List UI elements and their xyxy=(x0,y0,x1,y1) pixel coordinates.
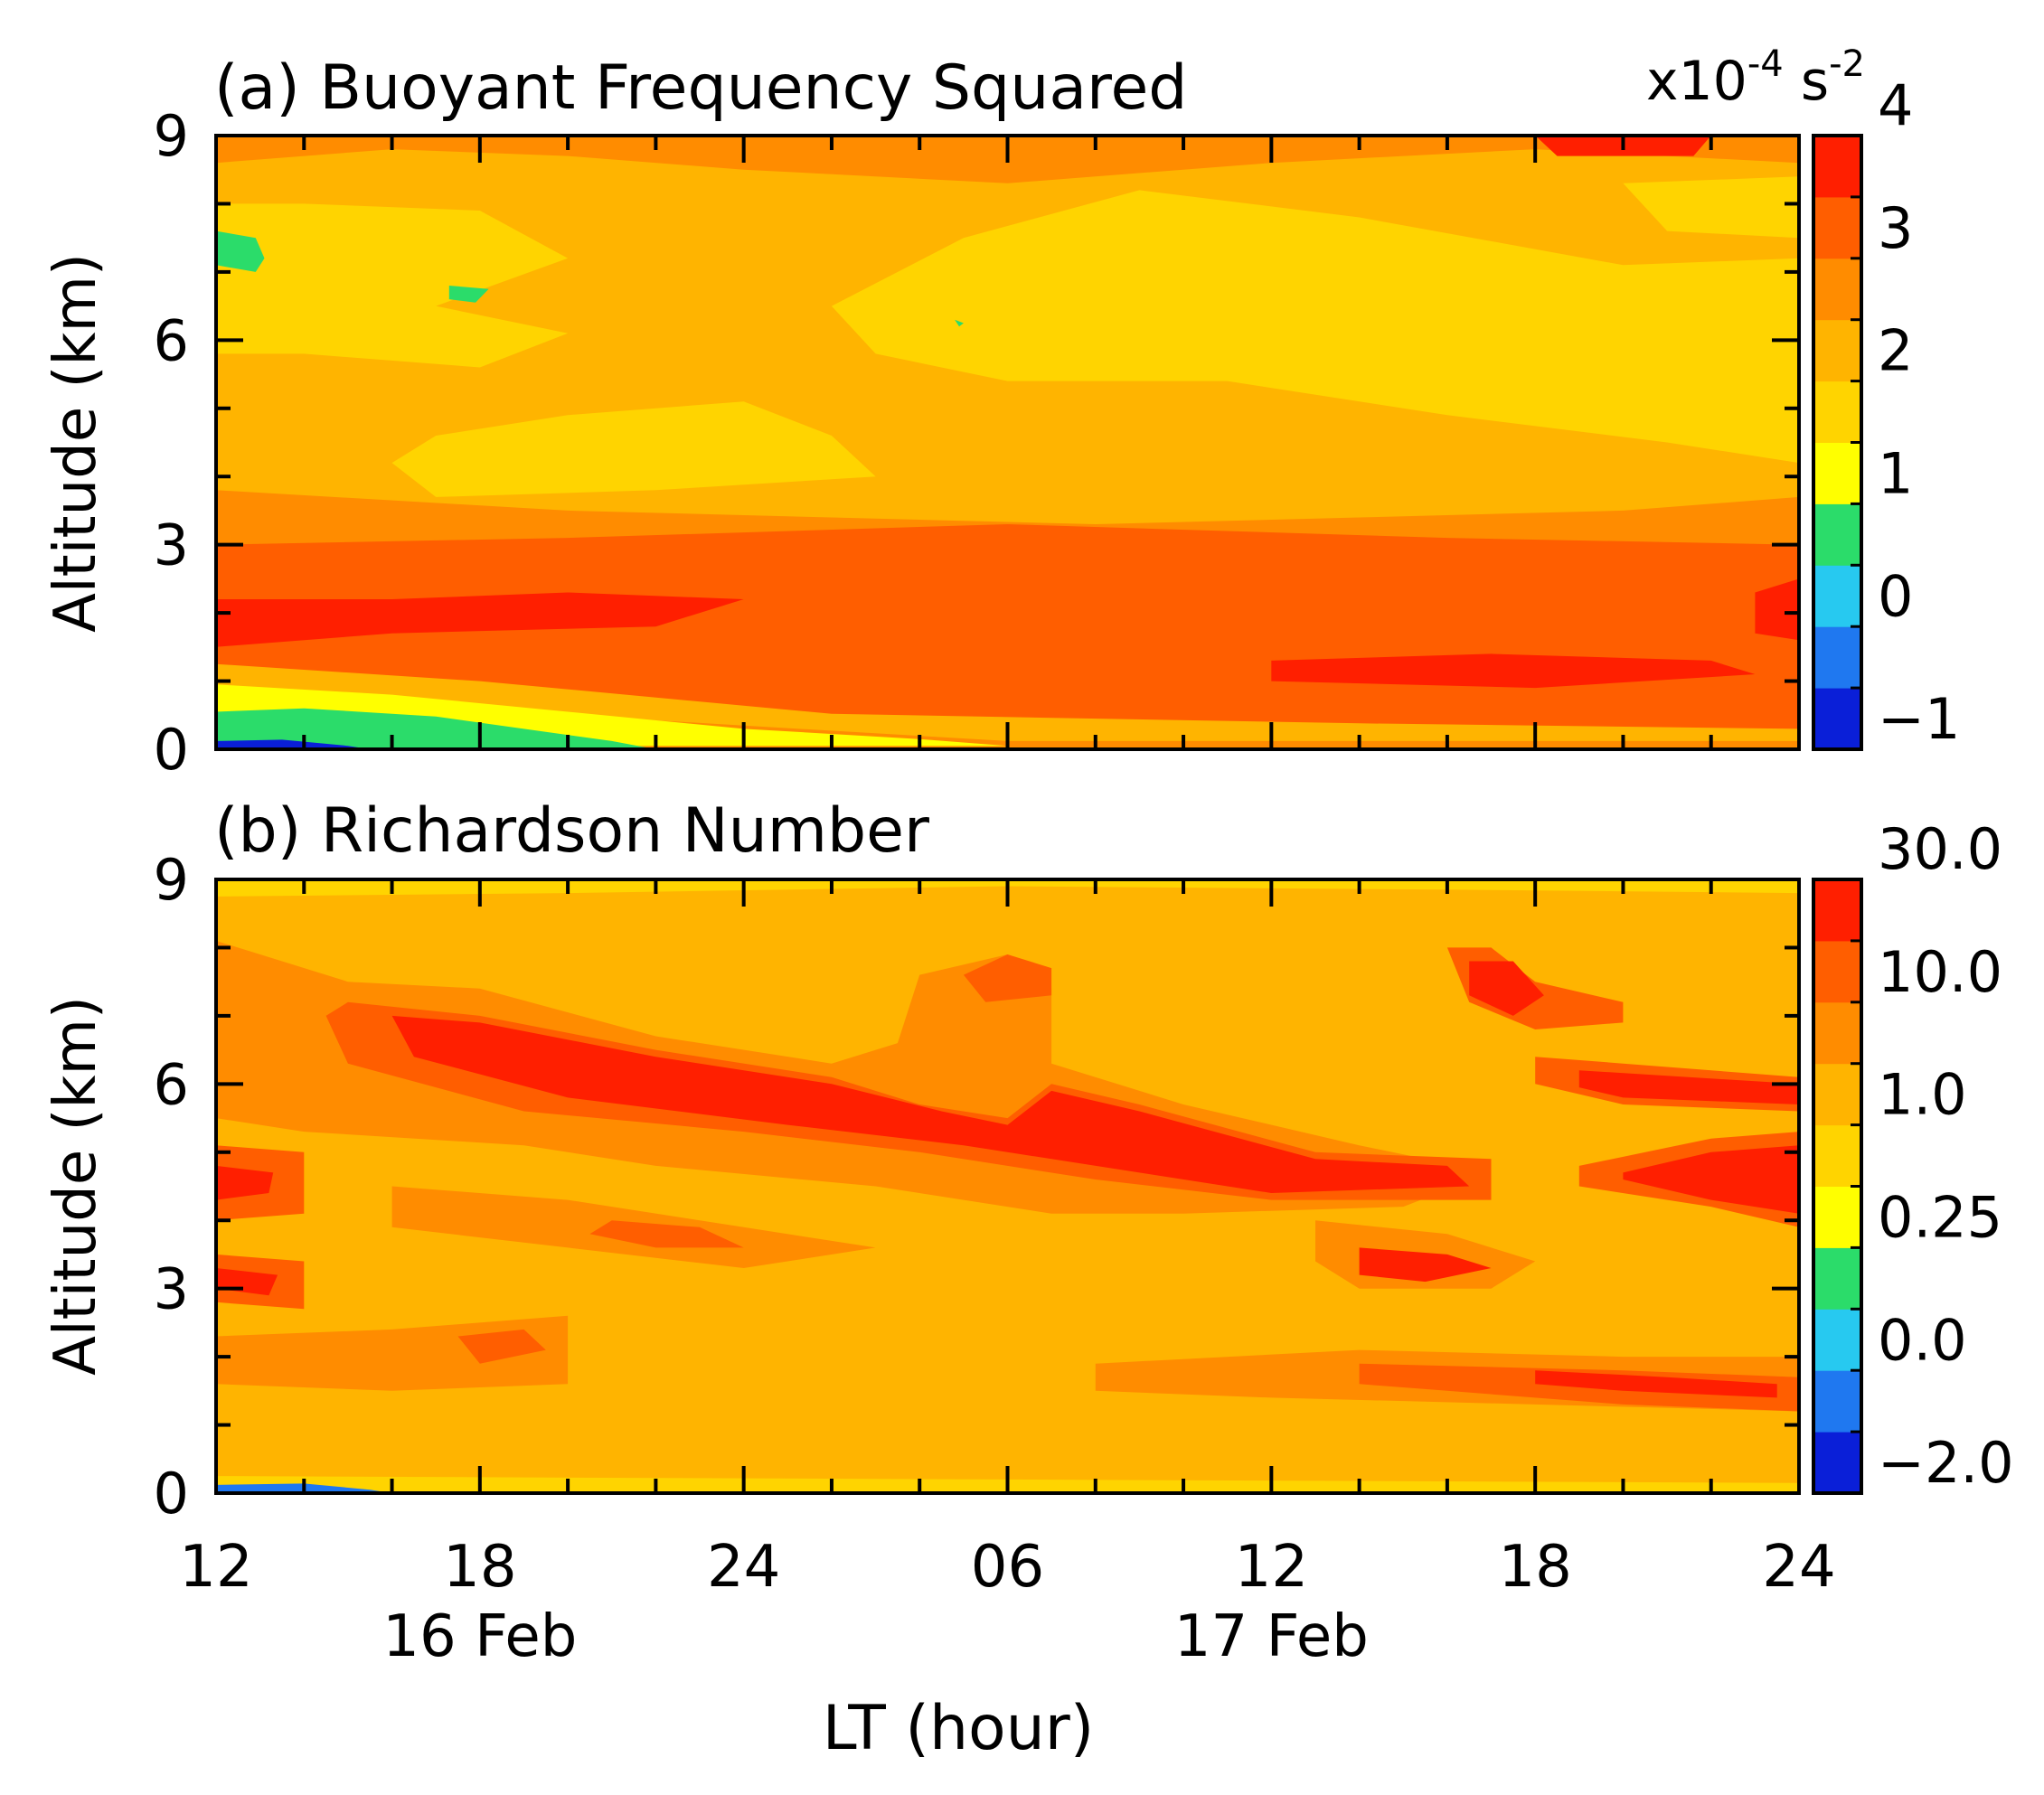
date-label: 16 Feb xyxy=(382,1603,577,1670)
contour-region-12 xyxy=(1755,578,1799,641)
panel-a: (a) Buoyant Frequency Squared x10-4 s-2 … xyxy=(42,43,1960,783)
x-tick-label: 18 xyxy=(1498,1534,1571,1601)
colorbar-segment xyxy=(1813,319,1861,382)
panel-b-ylabel: Altitude (km) xyxy=(42,996,109,1376)
panel-b-title: (b) Richardson Number xyxy=(214,795,929,867)
x-axis-tick-labels: 12 18 24 06 12 18 24 xyxy=(179,1534,1835,1601)
contour-region-17 xyxy=(589,1220,744,1248)
panel-b-plot xyxy=(216,879,1799,1493)
colorbar-segment xyxy=(1813,940,1861,1003)
colorbar-segment xyxy=(1813,258,1861,321)
colorbar-segment xyxy=(1813,565,1861,627)
panel-a-colorbar: −1 0 1 2 3 4 xyxy=(1812,72,1960,752)
x-tick-label: 24 xyxy=(1762,1534,1835,1601)
colorbar-tick-label: 1 xyxy=(1878,440,1913,506)
colorbar-tick-label: 0 xyxy=(1878,563,1913,629)
y-tick-label: 3 xyxy=(154,512,189,578)
contour-region-17 xyxy=(216,739,371,749)
contour-region-3 xyxy=(391,401,876,497)
contour-region-11 xyxy=(1271,653,1756,689)
units-suffix-exponent: -2 xyxy=(1829,43,1865,85)
contour-region-11 xyxy=(1623,1145,1799,1214)
svg-text:x10-4 s-2: x10-4 s-2 xyxy=(1646,43,1865,113)
colorbar-tick-label: 1.0 xyxy=(1878,1062,1967,1128)
colorbar-segment xyxy=(1813,626,1861,689)
panel-a-units: x10-4 s-2 xyxy=(1646,43,1865,113)
y-tick-label: 0 xyxy=(154,1461,189,1527)
contour-region-19 xyxy=(1359,1247,1492,1283)
contour-region-6 xyxy=(216,230,265,272)
colorbar-segment xyxy=(1813,503,1861,566)
contour-region-10 xyxy=(216,592,744,647)
x-tick-label: 12 xyxy=(1235,1534,1308,1601)
contour-region-9 xyxy=(1578,1070,1799,1104)
y-tick-label: 9 xyxy=(154,847,189,913)
panel-b-y-ticks: 0 3 6 9 xyxy=(154,847,1799,1527)
x-axis-label: LT (hour) xyxy=(823,1693,1095,1764)
colorbar-segment xyxy=(1813,1309,1861,1371)
colorbar-tick-label: 0.0 xyxy=(1878,1307,1967,1373)
colorbar-segment xyxy=(1813,136,1861,198)
colorbar-segment xyxy=(1813,1001,1861,1065)
contour-region-16 xyxy=(216,708,656,749)
y-tick-label: 6 xyxy=(154,1051,189,1117)
colorbar-tick-label: 10.0 xyxy=(1878,939,2002,1005)
contour-region-5 xyxy=(1623,176,1799,239)
panel-b-x-ticks xyxy=(214,879,1801,1493)
contour-region-8 xyxy=(955,319,964,327)
colorbar-segment xyxy=(1813,1124,1861,1187)
contour-region-2 xyxy=(216,203,569,368)
panel-a-plot xyxy=(216,136,1799,749)
panel-a-x-ticks xyxy=(214,136,1801,749)
date-labels: 16 Feb 17 Feb xyxy=(382,1603,1369,1670)
colorbar-segment xyxy=(1813,442,1861,504)
y-tick-label: 9 xyxy=(154,103,189,169)
contour-region-4 xyxy=(391,1015,1470,1193)
colorbar-tick-label: 4 xyxy=(1878,72,1913,138)
x-tick-label: 06 xyxy=(971,1534,1044,1601)
colorbar-segment xyxy=(1813,1186,1861,1248)
contour-region-1 xyxy=(216,879,1799,897)
colorbar-segment xyxy=(1813,1432,1861,1494)
panel-a-title: (a) Buoyant Frequency Squared xyxy=(214,52,1187,124)
contour-region-13 xyxy=(216,1165,274,1200)
units-suffix: s xyxy=(1784,50,1829,113)
contour-region-4 xyxy=(831,190,1799,464)
panel-a-y-ticks: 0 3 6 9 xyxy=(154,103,1799,783)
colorbar-segment xyxy=(1813,1063,1861,1126)
x-tick-label: 12 xyxy=(179,1534,252,1601)
contour-region-24 xyxy=(1535,1370,1777,1398)
colorbar-tick-label: −1 xyxy=(1878,686,1960,752)
panel-b: (b) Richardson Number 0 3 6 9 Altitude (km)… xyxy=(42,795,2014,1527)
contour-region-7 xyxy=(448,286,489,303)
colorbar-segment xyxy=(1813,688,1861,750)
colorbar-tick-label: 2 xyxy=(1878,318,1913,384)
panel-a-ylabel: Altitude (km) xyxy=(42,253,109,633)
x-tick-label: 24 xyxy=(707,1534,780,1601)
colorbar-segment xyxy=(1813,1247,1861,1310)
units-prefix: x10 xyxy=(1646,50,1747,113)
colorbar-tick-label: 30.0 xyxy=(1878,816,2002,882)
x-tick-label: 18 xyxy=(443,1534,516,1601)
colorbar-segment xyxy=(1813,381,1861,443)
colorbar-tick-label: 3 xyxy=(1878,195,1913,261)
colorbar-segment xyxy=(1813,1370,1861,1433)
y-tick-label: 6 xyxy=(154,307,189,373)
colorbar-segment xyxy=(1813,879,1861,942)
contour-region-7 xyxy=(1469,961,1544,1016)
colorbar-tick-label: −2.0 xyxy=(1878,1430,2014,1496)
contour-region-21 xyxy=(457,1329,546,1364)
contour-region-5 xyxy=(963,954,1052,1002)
contour-region-23 xyxy=(1359,1363,1799,1412)
y-tick-label: 0 xyxy=(154,717,189,783)
panel-b-colorbar: −2.0 0.0 0.25 1.0 10.0 30.0 xyxy=(1812,816,2014,1496)
units-exponent: -4 xyxy=(1747,43,1784,85)
colorbar-tick-label: 0.25 xyxy=(1878,1184,2002,1250)
y-tick-label: 3 xyxy=(154,1256,189,1322)
date-label: 17 Feb xyxy=(1174,1603,1369,1670)
colorbar-segment xyxy=(1813,196,1861,259)
